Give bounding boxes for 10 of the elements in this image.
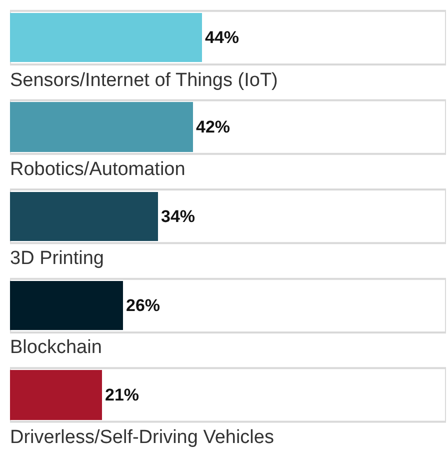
data-label: 26% [126, 296, 160, 315]
data-label: 44% [205, 28, 240, 47]
data-label: 21% [105, 386, 140, 404]
y-tick-label: Driverless/Self-Driving Vehicles [10, 427, 274, 448]
y-tick-label: Blockchain [10, 337, 102, 358]
data-label: 42% [196, 118, 230, 136]
y-tick-label: Robotics/Automation [10, 159, 186, 180]
y-tick-label: Sensors/Internet of Things (IoT) [10, 70, 278, 91]
y-tick-label: 3D Printing [10, 248, 104, 269]
data-label: 34% [161, 207, 196, 226]
